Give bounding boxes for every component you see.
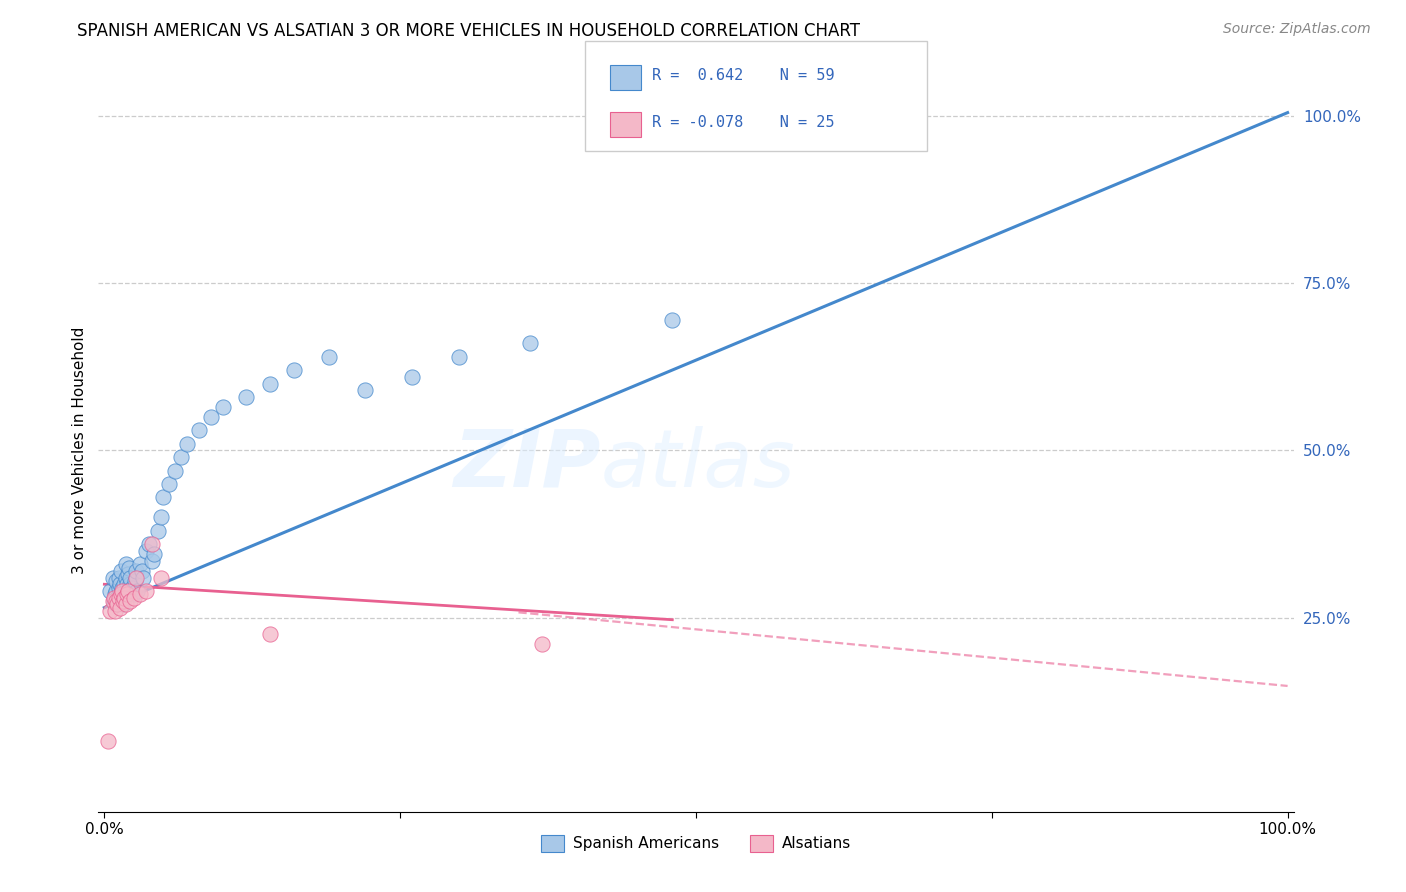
Point [103, 591, 125, 605]
Point [353, 384, 375, 398]
Point [124, 574, 146, 588]
Text: R =  0.642    N = 59: R = 0.642 N = 59 [652, 68, 835, 83]
Point [531, 637, 554, 651]
Point [128, 587, 150, 601]
Point [150, 571, 173, 585]
Point [235, 390, 257, 404]
Point [105, 598, 128, 612]
Point [135, 584, 157, 599]
Point [110, 587, 132, 601]
Point [118, 560, 141, 574]
Point [120, 577, 142, 591]
Point [107, 581, 129, 595]
Point [122, 587, 145, 601]
Point [152, 491, 174, 505]
Point [188, 424, 211, 438]
Text: SPANISH AMERICAN VS ALSATIAN 3 OR MORE VEHICLES IN HOUSEHOLD CORRELATION CHART: SPANISH AMERICAN VS ALSATIAN 3 OR MORE V… [77, 22, 860, 40]
Point [121, 581, 143, 595]
Point [107, 571, 129, 585]
Point [211, 400, 233, 414]
Point [114, 571, 136, 585]
Point [101, 594, 124, 608]
Point [114, 587, 136, 601]
Point [101, 571, 124, 585]
Point [112, 594, 135, 608]
Point [110, 587, 132, 601]
Point [125, 564, 148, 578]
Point [108, 600, 131, 615]
Point [135, 544, 157, 558]
Point [146, 524, 169, 538]
Point [131, 564, 153, 578]
Point [165, 464, 187, 478]
Point [143, 547, 166, 561]
Point [97, 734, 120, 748]
Text: ZIP: ZIP [453, 425, 600, 504]
Point [132, 571, 155, 585]
Point [661, 313, 683, 327]
Point [122, 591, 145, 605]
Point [108, 594, 131, 608]
Point [128, 557, 150, 572]
Y-axis label: 3 or more Vehicles in Household: 3 or more Vehicles in Household [72, 326, 87, 574]
Point [449, 350, 471, 364]
Point [401, 369, 423, 384]
Point [111, 594, 134, 608]
Point [105, 598, 128, 612]
Point [259, 376, 281, 391]
Point [105, 591, 128, 605]
Point [283, 363, 305, 377]
Point [112, 598, 135, 612]
Point [111, 584, 134, 599]
Point [115, 587, 138, 601]
Point [108, 577, 131, 591]
Point [138, 537, 160, 551]
Text: R = -0.078    N = 25: R = -0.078 N = 25 [652, 115, 835, 130]
Text: atlas: atlas [600, 425, 796, 504]
Point [114, 577, 136, 591]
Point [98, 584, 121, 599]
Point [259, 627, 281, 641]
Point [115, 577, 138, 591]
Point [141, 537, 163, 551]
Point [103, 594, 125, 608]
Point [176, 437, 198, 451]
Point [117, 584, 139, 599]
Point [107, 591, 129, 605]
Point [104, 604, 127, 618]
Point [117, 584, 139, 599]
Point [104, 587, 127, 601]
Point [150, 510, 173, 524]
Point [157, 476, 180, 491]
Point [105, 594, 128, 608]
Point [105, 584, 128, 599]
Point [125, 571, 148, 585]
Text: Source: ZipAtlas.com: Source: ZipAtlas.com [1223, 22, 1371, 37]
Point [127, 584, 149, 599]
Point [318, 350, 340, 364]
Point [120, 594, 142, 608]
Point [114, 591, 136, 605]
Point [141, 554, 163, 568]
Point [110, 564, 132, 578]
Point [111, 581, 134, 595]
Point [105, 574, 128, 588]
Point [98, 604, 121, 618]
Point [114, 598, 136, 612]
Point [519, 336, 541, 351]
Point [112, 591, 135, 605]
Point [170, 450, 193, 465]
Point [120, 571, 142, 585]
Point [200, 410, 222, 425]
Point [117, 567, 139, 582]
Legend: Spanish Americans, Alsatians: Spanish Americans, Alsatians [534, 829, 858, 858]
Point [114, 557, 136, 572]
